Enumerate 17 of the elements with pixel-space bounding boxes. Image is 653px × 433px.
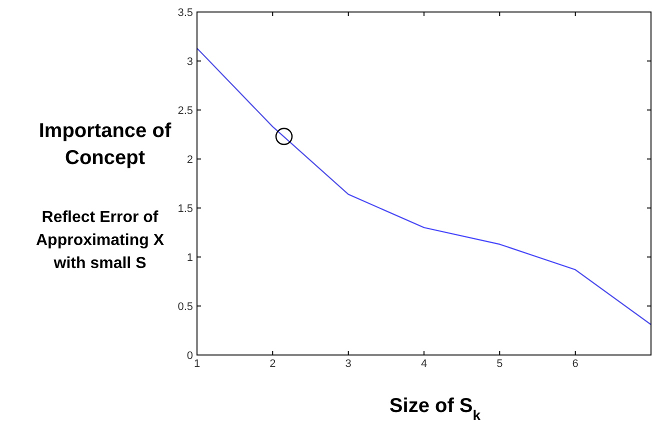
- x-tick-label: 3: [345, 358, 352, 370]
- text: Reflect Error of Approximating X with small S: [36, 209, 164, 272]
- y-tick-label: 1.5: [178, 203, 193, 215]
- y-tick-label: 3: [186, 56, 193, 68]
- y-axis-title: Importance of Concept: [38, 120, 172, 169]
- y-tick-label: 0: [186, 350, 193, 362]
- y-tick-label: 0.5: [178, 301, 193, 313]
- line-series: [196, 48, 652, 326]
- x-tick-label: 2: [270, 358, 276, 370]
- x-tick-label: 4: [420, 358, 428, 370]
- y-tick-label: 2: [186, 154, 193, 166]
- x-tick-label: 5: [496, 358, 503, 370]
- y-tick-label: 3.5: [178, 7, 193, 19]
- y-tick-label: 1: [186, 252, 193, 264]
- y-tick-label: 2.5: [178, 105, 193, 117]
- x-axis-title: Size of S$_{k}$: [389, 395, 481, 423]
- x-tick-label: 6: [572, 358, 578, 370]
